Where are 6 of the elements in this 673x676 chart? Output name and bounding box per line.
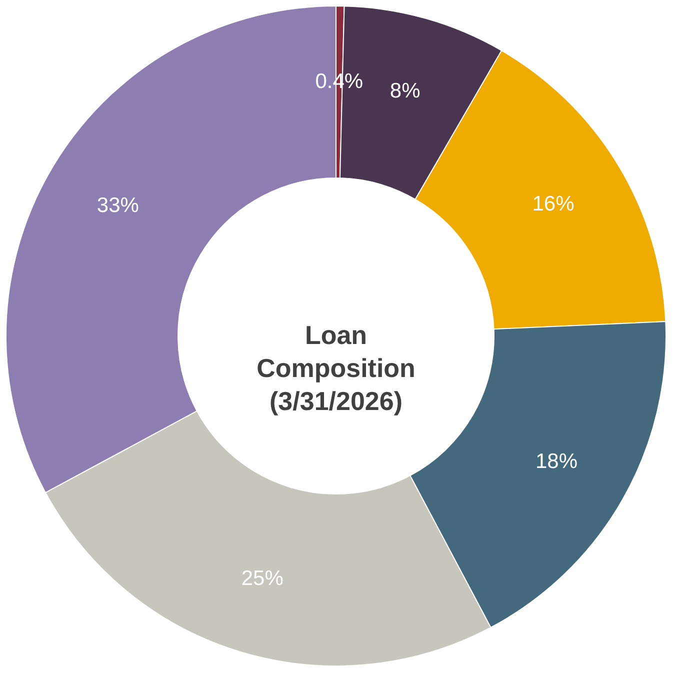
- data-label: 33%: [96, 194, 139, 217]
- data-label: 8%: [390, 80, 420, 103]
- text: Loan Composition (3/31/2026): [256, 320, 416, 416]
- data-label: 16%: [532, 192, 574, 216]
- data-label: 25%: [241, 567, 284, 590]
- data-label: 18%: [535, 450, 578, 474]
